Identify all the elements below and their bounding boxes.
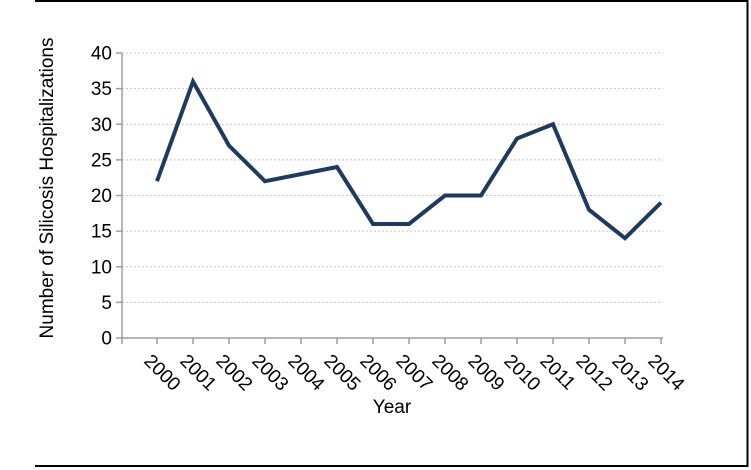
x-axis-title: Year bbox=[373, 397, 412, 418]
x-tick-labels: 2000200120022003200420052006200720082009… bbox=[139, 351, 688, 396]
x-tick-label: 2006 bbox=[355, 351, 400, 396]
y-tick-labels: 0 5 10 15 20 25 30 35 40 bbox=[91, 44, 112, 350]
y-tick-label: 0 bbox=[101, 329, 112, 350]
x-tick-label: 2000 bbox=[139, 351, 184, 396]
y-tick-label: 20 bbox=[91, 186, 112, 207]
x-tick-label: 2014 bbox=[643, 351, 688, 396]
y-tick-label: 5 bbox=[101, 293, 112, 314]
data-series-line bbox=[155, 76, 663, 241]
x-tick-label: 2013 bbox=[607, 351, 652, 396]
x-tick-label: 2012 bbox=[571, 351, 616, 396]
x-tick-label: 2008 bbox=[427, 351, 472, 396]
x-tick-label: 2004 bbox=[283, 351, 328, 396]
x-tick-label: 2002 bbox=[211, 351, 256, 396]
gridlines bbox=[122, 52, 663, 303]
x-tick-label: 2011 bbox=[535, 351, 579, 395]
figure-frame-border bbox=[35, 0, 749, 467]
y-tick-label: 30 bbox=[91, 115, 112, 136]
axes bbox=[116, 52, 663, 344]
x-tick-label: 2001 bbox=[175, 351, 220, 396]
y-axis-title: Number of Silicosis Hospitalizations bbox=[37, 38, 58, 339]
x-tick-label: 2005 bbox=[319, 351, 364, 396]
y-tick-label: 10 bbox=[91, 257, 112, 278]
y-tick-label: 35 bbox=[91, 79, 112, 100]
y-tick-label: 40 bbox=[91, 44, 112, 65]
y-tick-label: 15 bbox=[91, 222, 112, 243]
y-tick-label: 25 bbox=[91, 150, 112, 171]
x-tick-label: 2010 bbox=[499, 351, 544, 396]
x-tick-label: 2003 bbox=[247, 351, 292, 396]
x-tick-label: 2009 bbox=[463, 351, 508, 396]
x-tick-label: 2007 bbox=[391, 351, 436, 396]
